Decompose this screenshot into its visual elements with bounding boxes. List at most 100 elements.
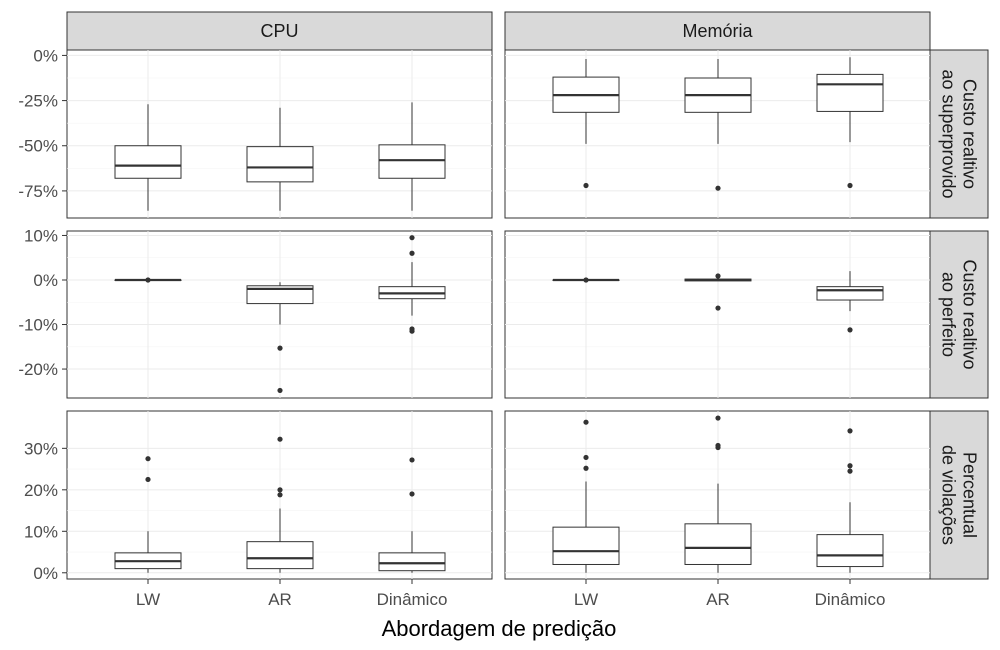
- outlier-point: [715, 444, 721, 451]
- outlier-point: [583, 419, 589, 425]
- strip-background: [66, 11, 493, 51]
- x-axes: LW AR Dinâmico LW AR Dinâmico: [136, 579, 885, 609]
- outlier-point: [409, 457, 415, 463]
- box-lw: [114, 104, 182, 211]
- strip-background: [929, 230, 989, 399]
- x-tick-label-lw: LW: [136, 590, 160, 609]
- y-tick-label: 10%: [24, 522, 58, 541]
- strip-label: Memória: [682, 21, 753, 41]
- strip-label: Percentualde violações: [939, 445, 980, 545]
- outlier-point: [277, 436, 283, 442]
- strip-memoria: Memória: [504, 11, 931, 51]
- y-tick-label: 10%: [24, 226, 58, 245]
- box-iqr: [378, 552, 446, 572]
- strip-background: [504, 11, 931, 51]
- box-iqr: [246, 146, 314, 183]
- y-tick-label: -50%: [18, 137, 58, 156]
- outlier-point: [145, 476, 151, 483]
- x-tick-label-lw: LW: [574, 590, 598, 609]
- outlier-point: [847, 182, 853, 189]
- outlier-point: [847, 468, 853, 474]
- x-axis-cpu: LW AR Dinâmico: [136, 579, 448, 609]
- y-axis-custo-realtivo-ao-perfeito: 10% 0% -10% -20%: [18, 226, 67, 379]
- outlier-point: [583, 465, 589, 471]
- box-lw: [552, 419, 620, 573]
- box-dinamico: [378, 102, 446, 211]
- box-dinamico: [816, 57, 884, 189]
- outlier-point: [583, 277, 589, 283]
- outlier-point: [583, 182, 589, 189]
- y-tick-label: -20%: [18, 360, 58, 379]
- x-tick-label-ar: AR: [706, 590, 730, 609]
- outlier-point: [277, 492, 283, 498]
- outlier-point: [715, 415, 721, 421]
- box-iqr: [246, 541, 314, 570]
- x-axis-memoria: LW AR Dinâmico: [574, 579, 885, 609]
- panel-cpu-custo-realtivo-ao-perfeito: [66, 230, 493, 399]
- outlier-point: [583, 454, 589, 461]
- outlier-point: [847, 327, 853, 333]
- row-strips: Custo realtivoao superprovido Custo realt…: [929, 49, 989, 580]
- box-iqr: [816, 73, 884, 112]
- y-tick-label: -25%: [18, 92, 58, 111]
- x-tick-label-dinamico: Dinâmico: [377, 590, 448, 609]
- outlier-point: [715, 185, 721, 191]
- y-tick-label: 20%: [24, 481, 58, 500]
- y-tick-label: 0%: [33, 46, 58, 65]
- panel-memoria-custo-realtivo-ao-perfeito: [504, 230, 931, 399]
- outlier-point: [715, 305, 721, 311]
- strip-percentual-de-violacoes: Percentualde violações: [929, 410, 989, 580]
- x-tick-label-ar: AR: [268, 590, 292, 609]
- box-ar: [246, 107, 314, 211]
- box-iqr: [816, 286, 884, 301]
- outlier-point: [145, 456, 151, 462]
- box-lw: [552, 277, 620, 283]
- box-iqr: [684, 523, 752, 565]
- strip-label: Custo realtivoao superprovido: [939, 69, 980, 198]
- box-dinamico: [378, 235, 446, 334]
- y-axis-custo-realtivo-ao-superprovido: 0% -25% -50% -75%: [18, 46, 67, 201]
- outlier-point: [145, 277, 151, 283]
- outlier-point: [847, 428, 853, 434]
- box-ar: [684, 415, 752, 573]
- outlier-point: [409, 491, 415, 497]
- outlier-point: [409, 235, 415, 241]
- strip-label: Custo realtivoao perfeito: [939, 259, 980, 369]
- panels: [66, 49, 931, 580]
- box-dinamico: [378, 457, 446, 573]
- y-tick-label: -75%: [18, 182, 58, 201]
- box-ar: [246, 436, 314, 573]
- y-axis-percentual-de-violacoes: 30% 20% 10% 0%: [24, 439, 67, 583]
- outlier-point: [409, 328, 415, 334]
- box-iqr: [816, 534, 884, 568]
- outlier-point: [277, 387, 283, 394]
- x-axis-title: Abordagem de predição: [382, 616, 617, 641]
- outlier-point: [277, 345, 283, 351]
- strip-cpu: CPU: [66, 11, 493, 51]
- y-tick-label: 30%: [24, 439, 58, 458]
- strip-custo-realtivo-ao-perfeito: Custo realtivoao perfeito: [929, 230, 989, 399]
- box-lw: [114, 456, 182, 573]
- panel-memoria-custo-realtivo-ao-superprovido: [504, 49, 931, 219]
- y-axes: 0% -25% -50% -75% 10% 0% -10% -20% 30% 20% 10% 0%: [18, 46, 67, 583]
- outlier-point: [277, 487, 283, 493]
- box-lw: [114, 277, 182, 283]
- outlier-point: [409, 250, 415, 256]
- box-iqr: [378, 144, 446, 179]
- box-ar: [246, 282, 314, 394]
- box-dinamico: [816, 428, 884, 573]
- box-iqr: [114, 145, 182, 179]
- outlier-point: [847, 463, 853, 469]
- strip-background: [929, 410, 989, 580]
- y-tick-label: -10%: [18, 316, 58, 335]
- y-tick-label: 0%: [33, 564, 58, 583]
- y-tick-label: 0%: [33, 271, 58, 290]
- box-ar: [684, 273, 752, 311]
- panel-memoria-percentual-de-violacoes: [504, 410, 931, 580]
- box-iqr: [246, 285, 314, 305]
- box-ar: [684, 59, 752, 191]
- strip-background: [929, 49, 989, 219]
- outlier-point: [715, 273, 721, 279]
- strip-custo-realtivo-ao-superprovido: Custo realtivoao superprovido: [929, 49, 989, 219]
- box-lw: [552, 59, 620, 189]
